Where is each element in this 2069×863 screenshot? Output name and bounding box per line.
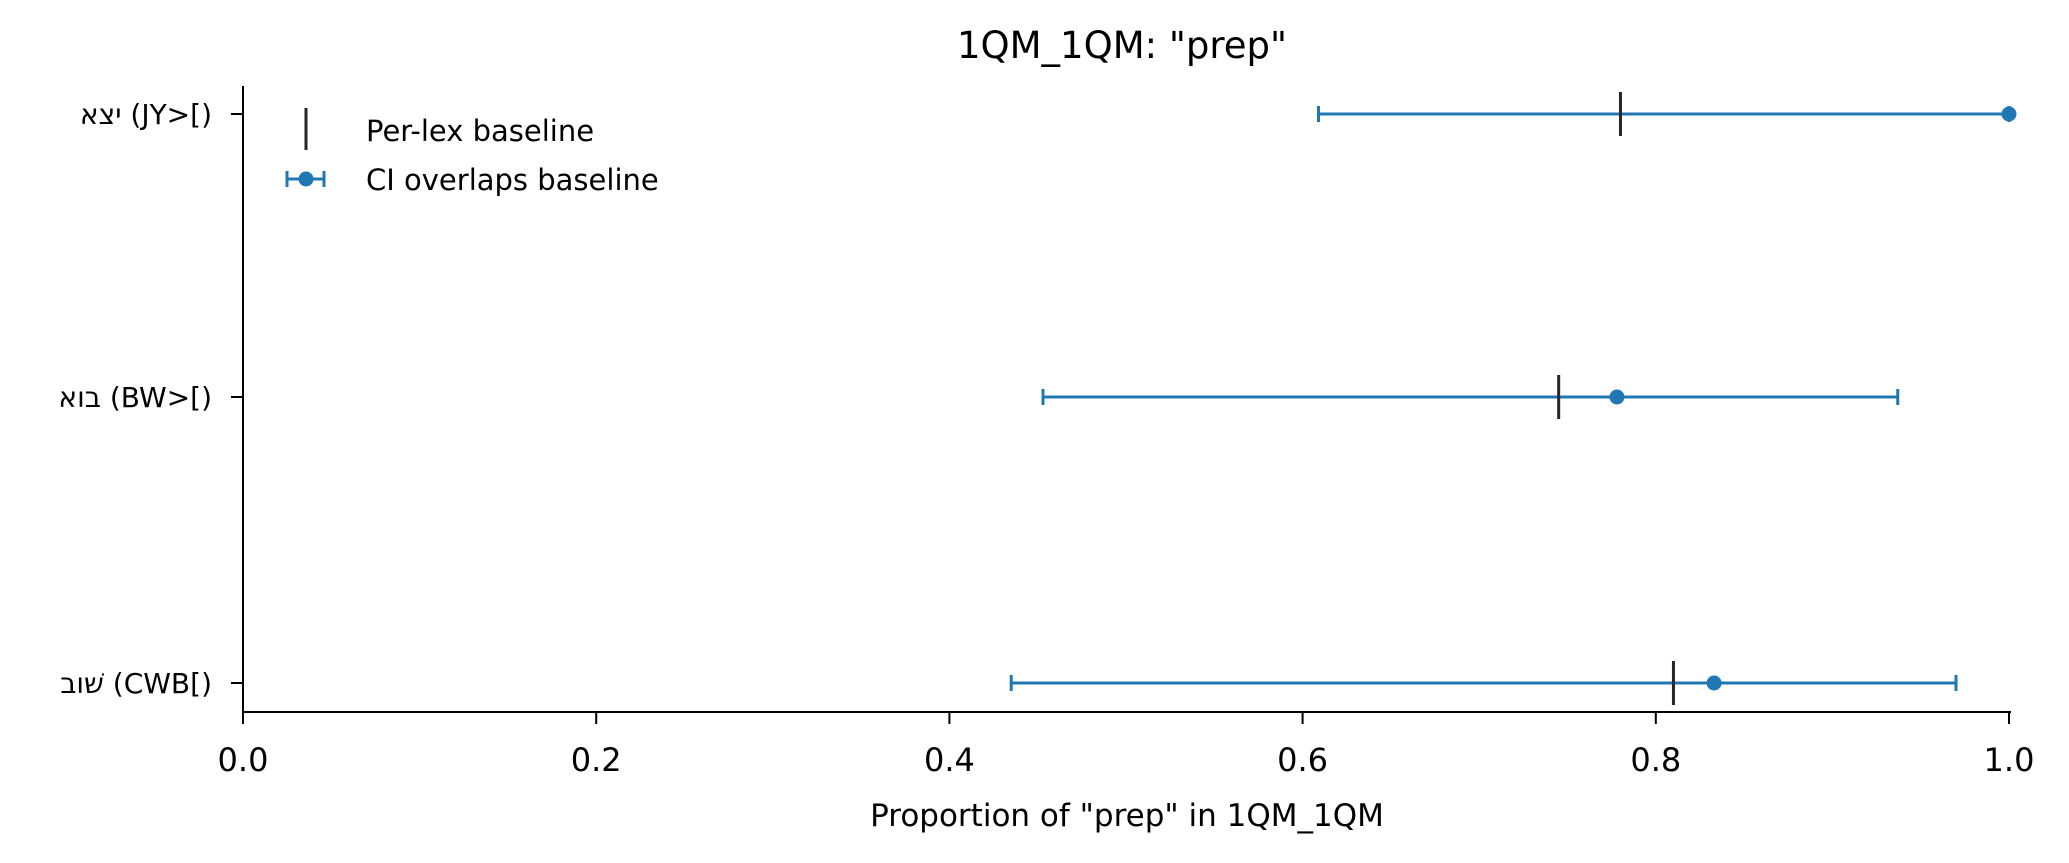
category-label: בוא (BW>[) [58, 381, 212, 414]
plot-area [1009, 92, 2017, 705]
legend: Per-lex baseline CI overlaps baseline [285, 108, 659, 197]
x-tick-label: 0.8 [1630, 741, 1681, 779]
x-axis-label: Proportion of "prep" in 1QM_1QM [870, 798, 1384, 834]
legend-ci-marker [298, 171, 314, 187]
y-ticks: יצא (JY>[) בוא (BW>[) שׁוב (CWB[) [58, 98, 243, 700]
x-ticks: 0.0 0.2 0.4 0.6 0.8 1.0 [218, 712, 2035, 779]
x-tick-label: 0.2 [571, 741, 622, 779]
legend-baseline-label: Per-lex baseline [366, 114, 594, 148]
category-label: שׁוב (CWB[) [60, 667, 212, 700]
axes [242, 86, 2011, 713]
legend-ci-label: CI overlaps baseline [366, 163, 659, 197]
data-point [1609, 389, 1625, 405]
x-tick-label: 1.0 [1984, 741, 2035, 779]
category-label: יצא (JY>[) [80, 98, 212, 131]
data-point [1706, 675, 1722, 691]
x-tick-label: 0.4 [924, 741, 975, 779]
chart-title: 1QM_1QM: "prep" [957, 24, 1287, 67]
x-tick-label: 0.0 [218, 741, 269, 779]
data-point [2001, 106, 2017, 122]
x-tick-label: 0.6 [1277, 741, 1328, 779]
